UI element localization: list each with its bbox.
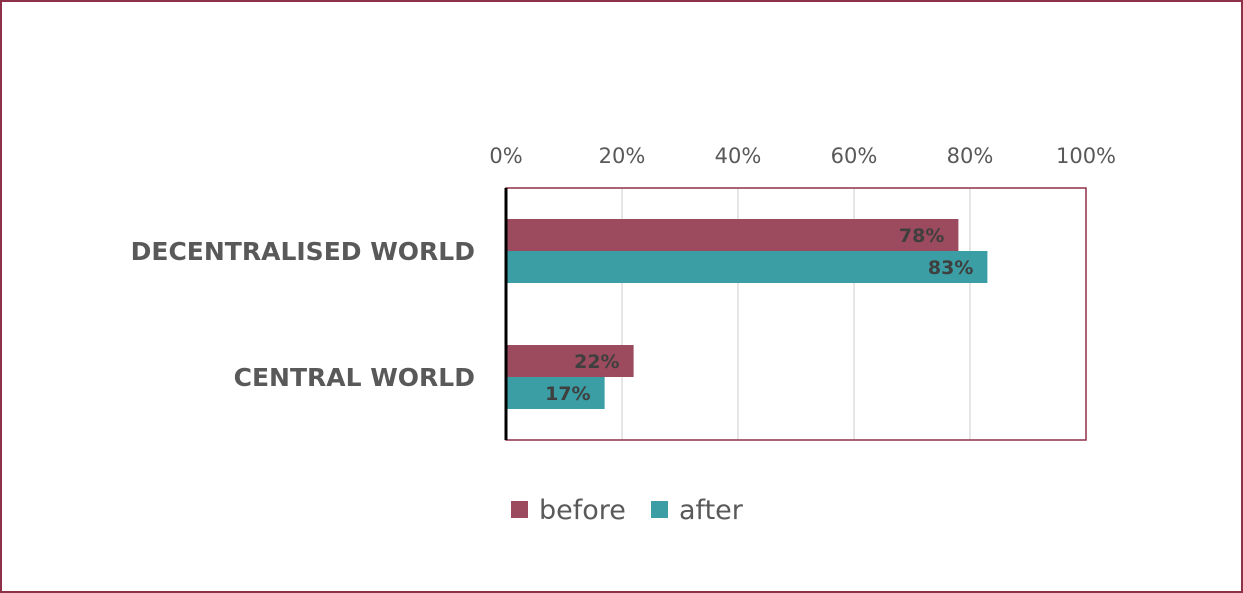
tick-label-5: 100% [1056,144,1116,168]
category-labels: DECENTRALISED WORLD CENTRAL WORLD [131,237,475,392]
tick-label-3: 60% [831,144,878,168]
tick-label-0: 0% [489,144,522,168]
tick-label-1: 20% [599,144,646,168]
tick-label-4: 80% [947,144,994,168]
category-label-1: CENTRAL WORLD [234,363,475,392]
legend-swatch-before [511,501,528,518]
data-label-after-1: 17% [545,383,590,405]
data-label-before-0: 78% [899,225,944,247]
bar-after-1 [506,377,605,409]
data-label-before-1: 22% [574,351,619,373]
legend: before after [511,495,744,526]
category-label-0: DECENTRALISED WORLD [131,237,475,266]
data-label-after-0: 83% [928,257,973,279]
bar-before-1 [506,345,634,377]
tick-label-2: 40% [715,144,762,168]
value-axis-tick-labels: 0% 20% 40% 60% 80% 100% [489,144,1116,168]
bars [506,219,988,409]
bar-before-0 [506,219,959,251]
data-labels: 78% 83% 22% 17% [545,225,973,405]
legend-label-after: after [679,495,744,526]
legend-label-before: before [539,495,626,526]
legend-swatch-after [651,501,668,518]
bar-after-0 [506,251,988,283]
